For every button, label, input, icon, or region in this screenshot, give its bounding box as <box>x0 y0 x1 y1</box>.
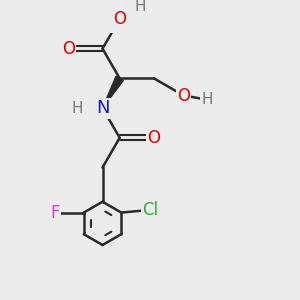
Text: H: H <box>202 92 213 107</box>
Text: H: H <box>135 0 146 14</box>
Polygon shape <box>103 76 123 108</box>
Text: O: O <box>113 10 126 28</box>
Text: N: N <box>96 99 109 117</box>
Text: Cl: Cl <box>142 201 158 219</box>
Text: O: O <box>148 129 160 147</box>
Text: O: O <box>177 86 190 104</box>
Text: F: F <box>50 204 59 222</box>
Text: H: H <box>71 100 82 116</box>
Text: O: O <box>62 40 75 58</box>
